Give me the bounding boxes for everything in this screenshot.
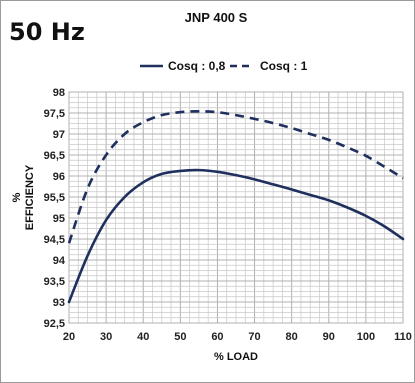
y-tick-label: 97 (53, 129, 65, 141)
legend: Cosq : 0,8 Cosq : 1 (140, 59, 308, 73)
x-tick-label: 30 (100, 331, 112, 343)
x-tick-label: 40 (137, 331, 149, 343)
x-tick-label: 50 (174, 331, 186, 343)
y-tick-label: 98 (53, 87, 65, 99)
series-lines (67, 110, 405, 304)
y-tick-label: 92,5 (44, 318, 65, 330)
y-tick-label: 97,5 (44, 108, 65, 120)
frequency-label: 50 Hz (9, 18, 85, 46)
legend-label-cosq-0-8: Cosq : 0,8 (168, 59, 226, 73)
chart-title: JNP 400 S (185, 10, 248, 25)
y-tick-label: 94,5 (44, 234, 65, 246)
x-tick-label: 70 (248, 331, 260, 343)
x-tick-label: 80 (286, 331, 298, 343)
x-tick-label: 100 (357, 331, 375, 343)
x-tick-label: 90 (323, 331, 335, 343)
y-tick-label: 94 (53, 255, 66, 267)
legend-label-cosq-1: Cosq : 1 (260, 59, 308, 73)
y-tick-label: 95 (53, 213, 65, 225)
x-axis-title: % LOAD (214, 351, 258, 363)
y-tick-label: 96 (53, 171, 65, 183)
y-axis-title-efficiency: EFFICIENCY (24, 164, 36, 230)
x-tick-label: 20 (63, 331, 75, 343)
grid (68, 91, 404, 324)
y-tick-label: 95,5 (44, 192, 65, 204)
tick-labels: 20 30 40 50 60 70 80 90 100 110 92,5 93 93,5 94 94,5 95… (44, 87, 412, 343)
series-line-cosq-0-8 (67, 168, 405, 304)
series-line-cosq-1 (67, 110, 404, 244)
y-tick-label: 96,5 (44, 150, 65, 162)
y-tick-label: 93,5 (44, 276, 65, 288)
x-tick-label: 110 (394, 331, 412, 343)
y-axis-title-percent: % (11, 192, 23, 202)
y-tick-label: 93 (53, 297, 65, 309)
x-tick-label: 60 (211, 331, 223, 343)
